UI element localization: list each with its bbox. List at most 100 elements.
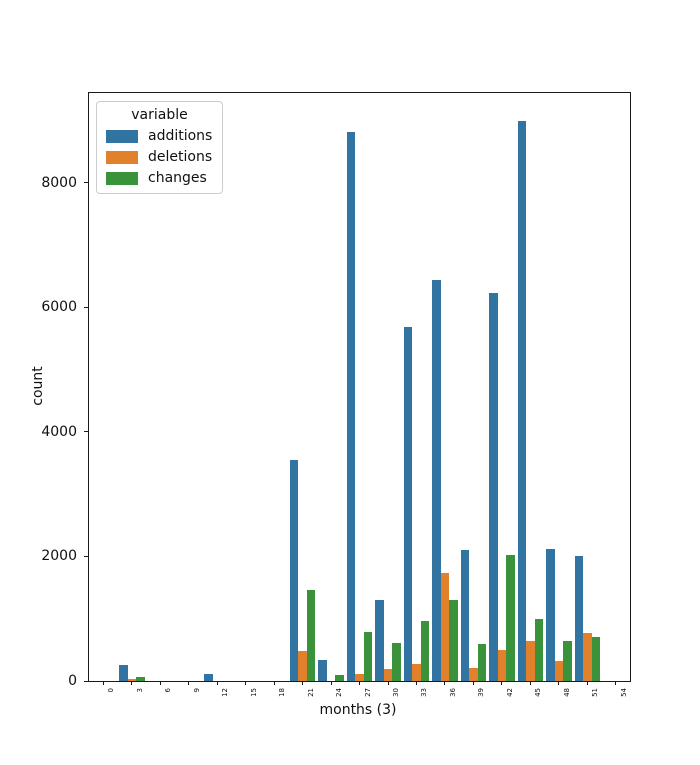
legend-label-additions: additions [148, 128, 213, 144]
x-tick-mark [558, 681, 560, 685]
bar-changes-48 [563, 640, 572, 681]
bar-changes-21 [306, 590, 316, 681]
bar-additions-45 [517, 121, 527, 681]
legend-swatch-deletions [106, 150, 138, 164]
x-tick-label: 3 [135, 688, 144, 693]
bar-additions-36 [432, 279, 441, 681]
bar-changes-3 [136, 677, 145, 681]
y-tick-mark [84, 306, 88, 308]
legend: variable additions deletions changes [96, 101, 223, 194]
bar-changes-36 [449, 600, 458, 681]
y-tick-mark [84, 182, 88, 184]
bar-changes-33 [420, 620, 430, 681]
bar-deletions-36 [440, 573, 450, 681]
y-tick-label: 8000 [41, 174, 77, 191]
x-tick-mark [188, 681, 190, 685]
legend-swatch-changes [106, 171, 138, 185]
y-tick-label: 4000 [41, 423, 77, 440]
x-tick-mark [472, 681, 474, 685]
x-tick-label: 18 [278, 688, 287, 697]
x-tick-mark [444, 681, 446, 685]
x-tick-mark [615, 681, 617, 685]
bar-deletions-21 [298, 650, 307, 681]
y-tick-label: 0 [68, 673, 77, 689]
x-tick-mark [273, 681, 275, 685]
bar-additions-39 [460, 549, 470, 681]
x-tick-mark [387, 681, 389, 685]
x-tick-mark [216, 681, 218, 685]
bar-additions-12 [204, 673, 213, 681]
x-tick-mark [330, 681, 332, 685]
x-tick-label: 36 [448, 688, 457, 697]
x-tick-label: 33 [420, 688, 429, 697]
bar-additions-24 [318, 659, 327, 681]
bar-deletions-51 [583, 633, 592, 681]
legend-label-changes: changes [148, 170, 207, 186]
bar-additions-33 [403, 326, 413, 681]
legend-swatch-additions [106, 129, 138, 143]
x-tick-label: 54 [619, 688, 628, 697]
legend-entries: additions deletions changes [106, 128, 213, 186]
x-tick-mark [102, 681, 104, 685]
x-tick-label: 0 [107, 688, 116, 693]
x-tick-label: 45 [534, 688, 543, 697]
legend-entry-deletions: deletions [106, 149, 213, 165]
bar-deletions-42 [497, 649, 507, 681]
x-tick-mark [501, 681, 503, 685]
bar-additions-42 [489, 292, 498, 681]
x-tick-mark [245, 681, 247, 685]
y-tick-label: 2000 [41, 548, 77, 565]
x-tick-mark [415, 681, 417, 685]
x-tick-mark [131, 681, 133, 685]
bar-additions-3 [119, 665, 128, 681]
x-tick-label: 24 [335, 688, 343, 697]
bar-changes-51 [591, 637, 600, 681]
bar-deletions-27 [355, 673, 364, 681]
x-tick-mark [302, 681, 304, 685]
bar-deletions-45 [526, 641, 535, 681]
bar-additions-51 [574, 556, 583, 681]
x-tick-label: 12 [221, 688, 230, 697]
x-tick-mark [159, 681, 161, 685]
x-tick-mark [586, 681, 588, 685]
y-tick-mark [84, 431, 88, 433]
x-tick-label: 48 [562, 688, 571, 697]
bar-deletions-39 [469, 667, 478, 681]
x-tick-label: 30 [392, 688, 400, 697]
x-tick-label: 27 [363, 688, 372, 697]
bar-changes-45 [534, 618, 544, 681]
bar-changes-42 [506, 555, 515, 681]
y-axis-label: count [30, 366, 46, 406]
bar-changes-30 [392, 643, 401, 681]
bar-additions-21 [289, 459, 299, 681]
bar-changes-24 [335, 674, 344, 681]
bar-deletions-3 [127, 679, 136, 681]
x-tick-label: 6 [164, 688, 173, 693]
bar-deletions-33 [412, 664, 421, 681]
bar-additions-48 [546, 548, 555, 681]
bar-changes-27 [363, 631, 373, 681]
bar-deletions-30 [383, 668, 393, 681]
legend-entry-additions: additions [106, 128, 213, 144]
y-tick-mark [84, 680, 88, 682]
legend-entry-changes: changes [106, 170, 213, 186]
x-tick-label: 39 [477, 688, 486, 697]
x-tick-label: 51 [591, 688, 600, 697]
bar-additions-30 [375, 600, 384, 681]
legend-title: variable [131, 107, 188, 123]
x-axis-label: months (3) [319, 702, 397, 718]
x-tick-label: 9 [192, 688, 201, 693]
plot-area: 0 2000 4000 6000 8000 0 3 6 9 12 15 18 21 24 27 30 33 36… [41, 92, 631, 697]
x-tick-label: 15 [249, 688, 258, 697]
legend-label-deletions: deletions [148, 149, 213, 165]
x-tick-label: 42 [505, 688, 514, 697]
x-tick-mark [359, 681, 360, 685]
bar-additions-27 [346, 131, 356, 681]
y-tick-mark [84, 555, 88, 557]
bar-deletions-48 [554, 661, 564, 681]
x-tick-label: 21 [306, 688, 315, 697]
x-tick-mark [529, 681, 531, 685]
bar-changes-39 [477, 643, 487, 681]
y-tick-label: 6000 [41, 299, 77, 316]
